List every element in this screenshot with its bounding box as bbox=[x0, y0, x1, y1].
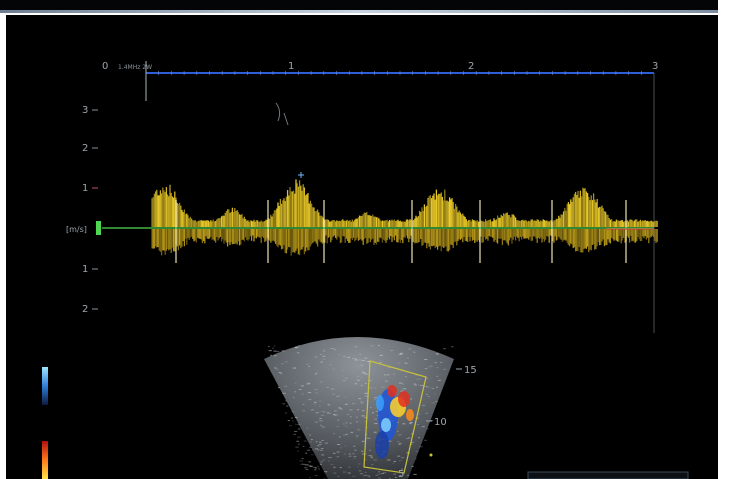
depth-tick-15: 15 bbox=[464, 365, 477, 376]
bmode-sector bbox=[264, 337, 454, 479]
baseline-marker[interactable] bbox=[96, 221, 101, 235]
doppler-header-small: 1.4MHz 2W bbox=[118, 64, 152, 71]
velocity-tick-neg2: 2 bbox=[82, 304, 88, 315]
time-tick-3: 3 bbox=[652, 61, 658, 72]
color-box bbox=[363, 360, 427, 474]
doppler-spectrum bbox=[151, 179, 658, 263]
velocity-tick-neg1: 1 bbox=[82, 264, 88, 275]
top-divider-line bbox=[0, 10, 718, 13]
time-axis-minor-ticks bbox=[145, 71, 642, 75]
depth-tick-5: 5 bbox=[398, 469, 404, 479]
color-scale-bar-blue bbox=[42, 367, 48, 405]
top-bar bbox=[0, 0, 718, 10]
doppler-scene: 1.4MHz 2W 0 1 2 3 3 2 1 1 2 [m/s] bbox=[42, 61, 689, 479]
depth-tick-10: 10 bbox=[434, 417, 447, 428]
focus-marker bbox=[429, 453, 433, 457]
velocity-tick-1: 1 bbox=[82, 183, 88, 194]
annotation-mark bbox=[275, 102, 289, 126]
velocity-tick-3: 3 bbox=[82, 105, 88, 116]
time-tick-2: 2 bbox=[468, 61, 474, 72]
color-scale-bar-red bbox=[42, 441, 48, 479]
time-tick-1: 1 bbox=[288, 61, 294, 72]
velocity-unit: [m/s] bbox=[66, 225, 87, 234]
velocity-tick-2: 2 bbox=[82, 143, 88, 154]
status-bar bbox=[527, 471, 689, 479]
right-margin bbox=[718, 0, 732, 479]
cursor-plus-icon bbox=[298, 172, 304, 178]
ultrasound-panel: 1.4MHz 2W 0 1 2 3 3 2 1 1 2 [m/s] bbox=[6, 15, 718, 479]
time-tick-0: 0 bbox=[102, 61, 108, 72]
